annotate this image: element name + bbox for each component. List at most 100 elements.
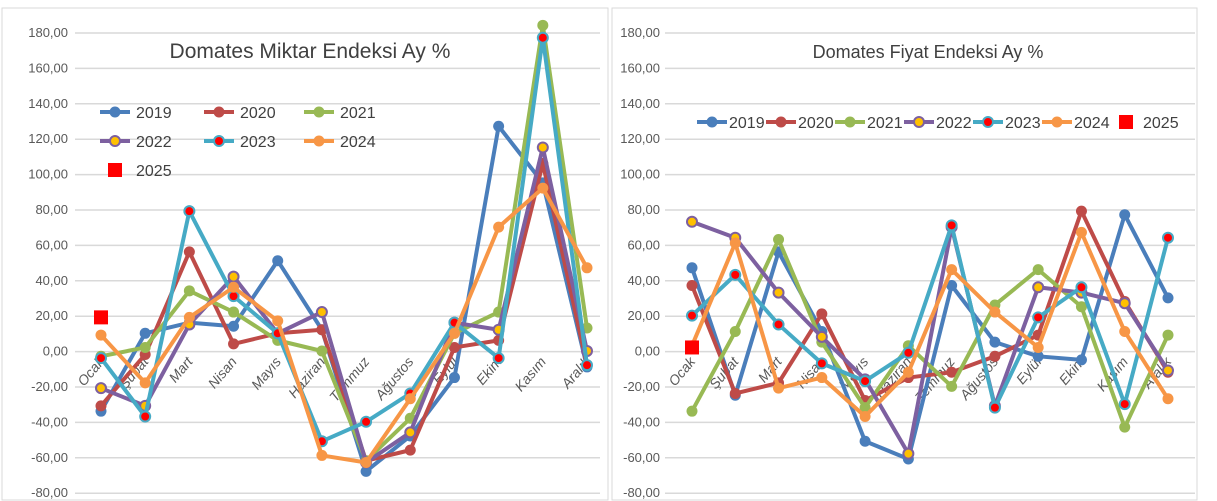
y-tick-label: 160,00 xyxy=(28,60,68,75)
data-point-2021-Temmuz xyxy=(946,380,958,392)
data-point-2024-Şubat xyxy=(139,377,151,389)
legend-label: 2020 xyxy=(240,105,276,122)
legend-label: 2025 xyxy=(1143,115,1179,132)
data-point-2021-Ekim xyxy=(1075,301,1087,313)
series-line-2024 xyxy=(690,230,1170,419)
y-tick-label: 0,00 xyxy=(635,344,660,359)
y-tick-label: 80,00 xyxy=(627,202,660,217)
data-point-2019-Temmuz xyxy=(946,280,958,292)
data-point-2019-Ocak xyxy=(686,262,698,274)
y-tick-label: 180,00 xyxy=(620,25,660,40)
data-point-2019-Temmuz xyxy=(360,465,372,477)
y-tick-label: 0,00 xyxy=(43,344,68,359)
data-point-2021-Şubat xyxy=(729,326,741,338)
legend-marker xyxy=(775,116,787,128)
data-point-2022-Eylül xyxy=(1032,281,1045,294)
data-point-2021-Mart xyxy=(773,233,785,245)
legend-marker xyxy=(844,116,856,128)
legend-item-2021: 2021 xyxy=(835,115,903,132)
legend-label: 2022 xyxy=(136,134,172,151)
data-point-2023-Ekim xyxy=(492,352,505,365)
y-tick-label: 160,00 xyxy=(620,60,660,75)
data-point-2020-Ağustos xyxy=(404,444,416,456)
y-tick-label: 140,00 xyxy=(620,96,660,111)
series-line-2024 xyxy=(99,186,589,465)
data-point-2024-Mayıs xyxy=(859,410,871,422)
legend-label: 2022 xyxy=(936,115,972,132)
y-tick-label: 120,00 xyxy=(28,131,68,146)
data-point-2023-Şubat xyxy=(139,410,152,423)
data-point-2020-Nisan xyxy=(816,308,828,320)
series-line-2023 xyxy=(99,35,589,444)
legend-label: 2021 xyxy=(340,105,376,122)
legend-marker xyxy=(313,106,325,118)
data-point-2021-Şubat xyxy=(139,341,151,353)
legend-item-2024: 2024 xyxy=(304,134,376,151)
data-point-2025-Ocak xyxy=(685,340,699,355)
data-point-2019-Mayıs xyxy=(272,255,284,267)
legend-item-2025: 2025 xyxy=(1119,115,1179,132)
y-tick-label: 60,00 xyxy=(35,237,68,252)
data-point-2024-Temmuz xyxy=(360,457,372,469)
data-point-2024-Nisan xyxy=(816,372,828,384)
legend-label: 2024 xyxy=(1074,115,1110,132)
data-point-2022-Kasım xyxy=(536,141,549,154)
data-point-2021-Ocak xyxy=(686,405,698,417)
y-tick-label: 60,00 xyxy=(627,237,660,252)
data-point-2023-Aralık xyxy=(1162,231,1174,244)
data-point-2021-Mayıs xyxy=(859,402,871,414)
data-point-2020-Ekim xyxy=(1075,205,1087,217)
data-point-2020-Temmuz xyxy=(946,366,958,378)
data-point-2020-Ocak xyxy=(95,400,107,412)
y-tick-label: 100,00 xyxy=(28,167,68,182)
y-tick-label: -20,00 xyxy=(31,379,68,394)
data-point-2021-Aralık xyxy=(1162,329,1174,341)
data-point-2021-Mart xyxy=(183,285,195,297)
y-tick-label: 140,00 xyxy=(28,96,68,111)
data-point-2023-Nisan xyxy=(815,357,828,370)
legend-label: 2023 xyxy=(240,134,276,151)
legend-marker xyxy=(313,135,325,147)
y-tick-label: 40,00 xyxy=(35,273,68,288)
legend-marker xyxy=(913,116,925,128)
data-point-2024-Temmuz xyxy=(946,264,958,276)
legend-item-2022: 2022 xyxy=(904,115,972,132)
data-point-2023-Eylül xyxy=(1032,311,1045,324)
data-point-2023-Aralık xyxy=(581,359,593,372)
data-point-2024-Ocak xyxy=(95,329,107,341)
data-point-2022-Kasım xyxy=(1118,297,1131,310)
data-point-2023-Haziran xyxy=(902,346,915,359)
legend-marker xyxy=(109,135,121,147)
quantity-index-chart: 180,00 160,00 140,00 120,00 100,00 80,00 60,00… xyxy=(1,7,609,501)
series-2025 xyxy=(94,310,108,325)
y-tick-label: -60,00 xyxy=(31,450,68,465)
data-point-2024-Haziran xyxy=(316,449,328,461)
data-point-2023-Ekim xyxy=(1075,281,1088,294)
data-point-2022-Ocak xyxy=(686,215,698,228)
legend-marker xyxy=(706,116,718,128)
y-tick-label: -40,00 xyxy=(31,414,68,429)
data-point-2019-Ekim xyxy=(1075,354,1087,366)
data-point-2024-Aralık xyxy=(581,262,593,274)
data-point-2024-Ekim xyxy=(1075,226,1087,238)
data-point-2020-Eylül xyxy=(448,341,460,353)
legend-item-2025: 2025 xyxy=(108,163,172,180)
data-point-2022-Ocak xyxy=(95,382,107,395)
legend-item-2019: 2019 xyxy=(697,115,765,132)
series-line-2023 xyxy=(690,223,1170,410)
data-point-2022-Ağustos xyxy=(404,426,417,439)
data-point-2024-Nisan xyxy=(228,281,240,293)
data-point-2020-Mart xyxy=(183,246,195,258)
data-point-2021-Kasım xyxy=(537,19,549,31)
series-line-2021 xyxy=(100,23,589,463)
y-tick-label: 80,00 xyxy=(35,202,68,217)
data-point-2023-Ocak xyxy=(95,352,107,365)
data-point-2023-Kasım xyxy=(1118,398,1131,411)
data-point-2022-Nisan xyxy=(815,330,828,343)
y-tick-label: -20,00 xyxy=(623,379,660,394)
y-tick-label: 100,00 xyxy=(620,167,660,182)
data-point-2024-Eylül xyxy=(1032,341,1044,353)
data-point-2023-Temmuz xyxy=(945,219,958,232)
legend-item-2019: 2019 xyxy=(100,105,172,122)
